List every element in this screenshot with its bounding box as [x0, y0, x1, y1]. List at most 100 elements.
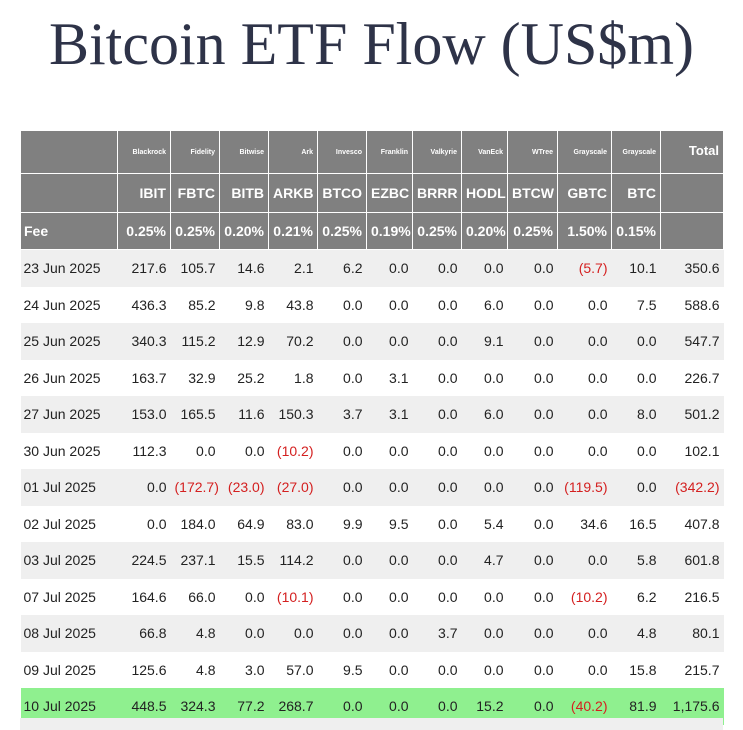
flow-value: 14.6 — [219, 249, 269, 287]
issuer-label: WTree — [507, 130, 558, 174]
flow-value: 0.0 — [557, 615, 612, 652]
flow-value: 0.0 — [507, 432, 558, 469]
ticker-label: HODL — [461, 173, 508, 213]
flow-value: 64.9 — [219, 505, 269, 542]
flow-value: 237.1 — [170, 542, 220, 579]
row-date: 23 Jun 2025 — [20, 249, 118, 287]
flow-value: (23.0) — [219, 469, 269, 506]
row-date: 24 Jun 2025 — [20, 286, 118, 323]
flow-value: 115.2 — [170, 323, 220, 360]
flow-value: 0.0 — [219, 578, 269, 615]
row-total-value: 215.7 — [660, 651, 724, 688]
flow-value: 0.0 — [557, 651, 612, 688]
ticker-label: BRRR — [412, 173, 462, 213]
flow-value: 3.0 — [219, 651, 269, 688]
fee-value: 0.20% — [461, 212, 508, 250]
flow-value: 0.0 — [317, 578, 367, 615]
issuer-label: Franklin — [366, 130, 413, 174]
flow-value: 6.2 — [317, 249, 367, 287]
flow-value: 0.0 — [366, 469, 413, 506]
row-total-value: 350.6 — [660, 249, 724, 287]
flow-value: 15.5 — [219, 542, 269, 579]
flow-value: 1.8 — [268, 359, 318, 396]
row-total-value: 588.6 — [660, 286, 724, 323]
fee-label: Fee — [20, 212, 118, 250]
flow-value: 2.1 — [268, 249, 318, 287]
row-date: 08 Jul 2025 — [20, 615, 118, 652]
row-total-value: 226.7 — [660, 359, 724, 396]
flow-value: 70.2 — [268, 323, 318, 360]
fee-value: 0.25% — [507, 212, 558, 250]
flow-value: 0.0 — [366, 542, 413, 579]
table-row: 23 Jun 2025 217.6 105.7 14.6 2.1 6.2 0.0 0.0 0.0… — [20, 249, 724, 287]
flow-value: 0.0 — [366, 651, 413, 688]
flow-value: 114.2 — [268, 542, 318, 579]
flow-value: 125.6 — [117, 651, 171, 688]
flow-value: 184.0 — [170, 505, 220, 542]
table-row: 25 Jun 2025 340.3 115.2 12.9 70.2 0.0 0.0 0.0 9.… — [20, 323, 724, 360]
fee-value: 0.20% — [219, 212, 269, 250]
flow-value: 0.0 — [611, 323, 661, 360]
flow-value: 0.0 — [557, 542, 612, 579]
flow-value: 0.0 — [507, 542, 558, 579]
flow-value: (172.7) — [170, 469, 220, 506]
fee-value: 0.15% — [611, 212, 661, 250]
flow-value: 0.0 — [461, 469, 508, 506]
flow-value: 0.0 — [611, 359, 661, 396]
flow-value: 11.6 — [219, 396, 269, 433]
flow-value: 224.5 — [117, 542, 171, 579]
row-total-value: 501.2 — [660, 396, 724, 433]
flow-value: 0.0 — [366, 578, 413, 615]
flow-value: 9.5 — [366, 505, 413, 542]
flow-value: 5.4 — [461, 505, 508, 542]
flow-value: 217.6 — [117, 249, 171, 287]
ticker-label: BTCW — [507, 173, 558, 213]
flow-value: 0.0 — [412, 469, 462, 506]
flow-value: 0.0 — [557, 359, 612, 396]
flow-value: 4.8 — [170, 651, 220, 688]
flow-value: 34.6 — [557, 505, 612, 542]
flow-value: 340.3 — [117, 323, 171, 360]
flow-value: 0.0 — [461, 615, 508, 652]
fee-value: 0.25% — [170, 212, 220, 250]
flow-value: 0.0 — [170, 432, 220, 469]
row-total-value: 407.8 — [660, 505, 724, 542]
flow-value: 0.0 — [461, 432, 508, 469]
flow-value: 12.9 — [219, 323, 269, 360]
ticker-label: GBTC — [557, 173, 612, 213]
row-total-value: 601.8 — [660, 542, 724, 579]
flow-value: 112.3 — [117, 432, 171, 469]
ticker-header-row: IBIT FBTC BITB ARKB BTCO EZBC BRRR HODL BTCW GBTC… — [20, 173, 724, 213]
flow-value: 6.0 — [461, 396, 508, 433]
flow-value: 0.0 — [412, 286, 462, 323]
fee-value: 0.19% — [366, 212, 413, 250]
table-row: 26 Jun 2025 163.7 32.9 25.2 1.8 0.0 3.1 0.0 0.0 0… — [20, 359, 724, 396]
flow-value: 163.7 — [117, 359, 171, 396]
table-row: 24 Jun 2025 436.3 85.2 9.8 43.8 0.0 0.0 0.0 6.0 0… — [20, 286, 724, 323]
row-date: 26 Jun 2025 — [20, 359, 118, 396]
fee-value: 1.50% — [557, 212, 612, 250]
flow-value: 85.2 — [170, 286, 220, 323]
row-total-value: (342.2) — [660, 469, 724, 506]
flow-value: 0.0 — [507, 651, 558, 688]
flow-value: 0.0 — [507, 396, 558, 433]
flow-value: 0.0 — [366, 432, 413, 469]
flow-value: 0.0 — [366, 323, 413, 360]
flow-value: 0.0 — [317, 323, 367, 360]
flow-value: 0.0 — [557, 396, 612, 433]
flow-value: 0.0 — [507, 578, 558, 615]
flow-value: 0.0 — [317, 286, 367, 323]
row-total-value: 102.1 — [660, 432, 724, 469]
flow-value: 9.1 — [461, 323, 508, 360]
flow-value: 6.0 — [461, 286, 508, 323]
issuer-label: Invesco — [317, 130, 367, 174]
flow-value: 0.0 — [507, 359, 558, 396]
flow-value: 0.0 — [366, 249, 413, 287]
flow-value: 8.0 — [611, 396, 661, 433]
flow-value: 32.9 — [170, 359, 220, 396]
flow-value: 4.8 — [611, 615, 661, 652]
flow-value: 83.0 — [268, 505, 318, 542]
ticker-label: BTC — [611, 173, 661, 213]
flow-value: 164.6 — [117, 578, 171, 615]
flow-value: 0.0 — [317, 615, 367, 652]
